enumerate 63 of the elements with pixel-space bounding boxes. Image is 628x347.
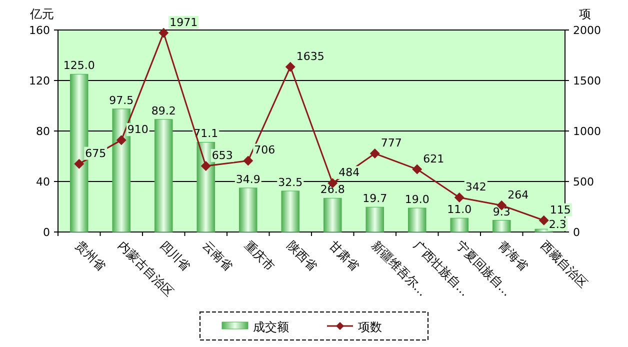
x-tick-label: 陕西省 (284, 238, 320, 274)
x-tick-label: 四川省 (158, 238, 193, 274)
y2-tick-label: 1500 (573, 74, 601, 88)
data-label: 342 (465, 180, 486, 194)
data-label: 115 (550, 203, 571, 216)
x-tick-label: 青海省 (496, 238, 531, 274)
data-label: 264 (508, 188, 529, 202)
data-label: 89.2 (151, 104, 176, 118)
data-label: 2.3 (548, 218, 566, 232)
point (243, 156, 254, 166)
data-label: 32.5 (278, 176, 303, 189)
data-label: 706 (254, 144, 276, 157)
y-tick-label: 80 (36, 125, 50, 138)
point (74, 158, 84, 169)
bar (366, 206, 384, 232)
data-label: 11.0 (447, 203, 472, 216)
y-tick-label: 120 (29, 74, 50, 88)
y-tick-label: 40 (36, 176, 50, 188)
y2-tick-label: 2000 (573, 24, 601, 37)
y2-axis-title: 项 (579, 7, 591, 21)
data-label: 653 (212, 149, 233, 162)
bar (281, 190, 300, 232)
data-label: 19.0 (404, 193, 430, 206)
point (454, 192, 464, 202)
point (412, 164, 422, 174)
point (370, 148, 380, 159)
data-label: 125.0 (63, 59, 95, 72)
x-tick-label: 西藏自治区 (538, 238, 590, 291)
point (538, 215, 549, 226)
y2-tick-label: 500 (573, 176, 594, 188)
y-tick-label: 160 (29, 24, 50, 37)
x-tick-label: 云南省 (200, 238, 236, 274)
data-label: 9.3 (492, 205, 510, 218)
x-tick-label: 甘肃省 (326, 238, 362, 274)
data-label: 97.5 (109, 94, 134, 107)
bar (492, 220, 511, 232)
legend-label: 成交额 (253, 320, 289, 334)
bar (239, 188, 258, 232)
point (158, 28, 169, 38)
point (200, 161, 211, 172)
data-label: 484 (338, 166, 360, 180)
data-label: 910 (127, 123, 148, 136)
data-label: 26.8 (320, 183, 345, 196)
data-label: 19.7 (362, 192, 388, 206)
data-label: 777 (380, 136, 402, 150)
bar (324, 198, 342, 232)
bar (408, 208, 426, 232)
data-label: 675 (85, 146, 106, 160)
data-label: 621 (423, 152, 444, 166)
x-tick-label: 贵州省 (73, 238, 108, 274)
y2-tick-label: 1000 (573, 125, 601, 138)
y-tick-label: 0 (43, 226, 50, 239)
point (116, 135, 126, 146)
data-label: 1635 (296, 50, 324, 63)
bar (154, 119, 173, 232)
data-label: 1971 (170, 16, 198, 29)
y2-tick-label: 0 (573, 226, 580, 239)
data-label: 34.9 (236, 172, 260, 186)
point (285, 62, 296, 72)
x-tick-label: 重庆市 (242, 238, 278, 274)
legend-label: 项数 (358, 320, 382, 334)
y-axis-title: 亿元 (29, 7, 54, 21)
bar (450, 218, 468, 232)
